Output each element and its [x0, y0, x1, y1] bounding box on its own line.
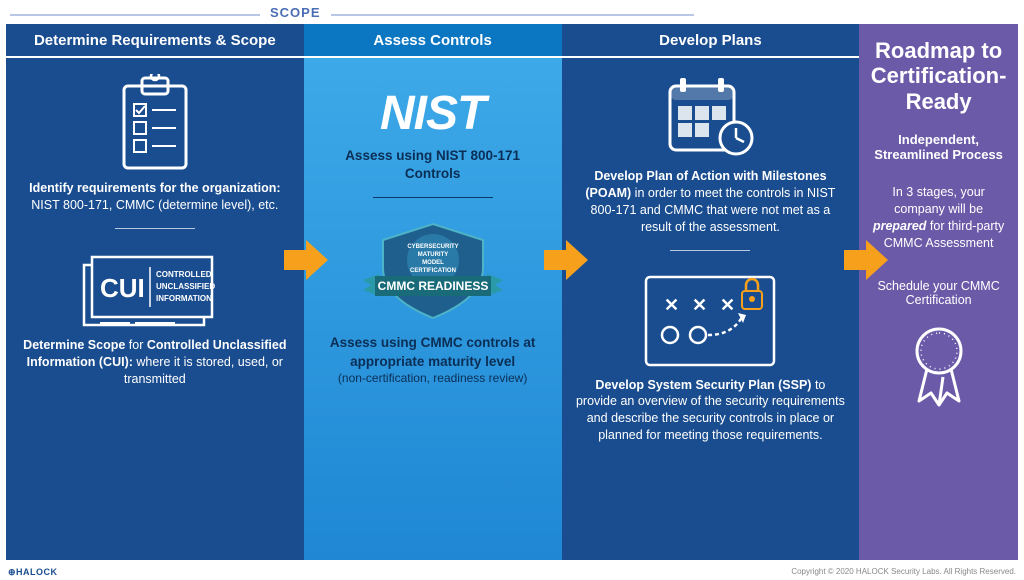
column-header: Determine Requirements & Scope — [6, 24, 304, 58]
award-ribbon-icon — [899, 321, 979, 411]
roadmap-title: Roadmap to Certification-Ready — [869, 38, 1008, 114]
ssp-text: Develop System Security Plan (SSP) to pr… — [576, 377, 846, 445]
arrow-icon — [284, 240, 328, 280]
column-header: Develop Plans — [562, 24, 860, 58]
svg-text:MODEL: MODEL — [422, 260, 444, 266]
column-body: Identify requirements for the organizati… — [6, 58, 304, 560]
roadmap-sub1: Independent, Streamlined Process — [869, 132, 1008, 162]
playbook-lock-icon: ✕ ✕ ✕ — [640, 271, 780, 371]
scope-bar: SCOPE — [10, 6, 1014, 22]
svg-text:UNCLASSIFIED: UNCLASSIFIED — [156, 282, 215, 291]
divider — [115, 228, 195, 229]
svg-text:CERTIFICATION: CERTIFICATION — [410, 268, 456, 274]
scope-line — [10, 14, 694, 16]
column-body: Develop Plan of Action with Milestones (… — [562, 58, 860, 560]
footer-brand: ⊕HALOCK — [8, 567, 58, 578]
footer: ⊕HALOCK Copyright © 2020 HALOCK Security… — [8, 567, 1016, 578]
cui-icon: CUI CONTROLLED UNCLASSIFIED INFORMATION — [80, 251, 230, 331]
column-assess: Assess Controls NIST Assess using NIST 8… — [304, 24, 562, 560]
column-body: NIST Assess using NIST 800-171 Controls … — [304, 58, 562, 560]
svg-text:MATURITY: MATURITY — [417, 252, 448, 258]
cmmc-badge-icon: CYBERSECURITY MATURITY MODEL CERTIFICATI… — [353, 218, 513, 328]
scope-text: Determine Scope for Controlled Unclassif… — [20, 337, 290, 388]
assess-cmmc-sub: (non-certification, readiness review) — [338, 371, 527, 385]
column-requirements: Determine Requirements & Scope Identify … — [6, 24, 304, 560]
clipboard-icon — [114, 74, 196, 174]
column-develop: Develop Plans Develop Plan of Action wit… — [562, 24, 860, 560]
scope-label: SCOPE — [260, 5, 331, 20]
roadmap-sub2: In 3 stages, your company will be prepar… — [869, 184, 1008, 252]
svg-text:✕: ✕ — [720, 295, 735, 315]
requirements-text: Identify requirements for the organizati… — [20, 180, 290, 214]
columns-container: Determine Requirements & Scope Identify … — [6, 24, 1018, 560]
roadmap-sub3: Schedule your CMMC Certification — [869, 279, 1008, 307]
svg-text:CYBERSECURITY: CYBERSECURITY — [407, 244, 458, 250]
nist-logo: NIST — [380, 86, 485, 141]
assess-nist-text: Assess using NIST 800-171 Controls — [318, 147, 548, 183]
column-header: Assess Controls — [304, 24, 562, 58]
svg-text:CUI: CUI — [100, 273, 145, 303]
divider — [670, 250, 750, 251]
column-roadmap: Roadmap to Certification-Ready Independe… — [859, 24, 1018, 560]
svg-text:INFORMATION: INFORMATION — [156, 294, 212, 303]
calendar-clock-icon — [660, 72, 760, 162]
svg-text:CMMC READINESS: CMMC READINESS — [377, 279, 488, 293]
arrow-icon — [544, 240, 588, 280]
svg-text:✕: ✕ — [692, 295, 707, 315]
arrow-icon — [844, 240, 888, 280]
divider — [373, 197, 493, 198]
column-body: Roadmap to Certification-Ready Independe… — [859, 24, 1018, 560]
poam-text: Develop Plan of Action with Milestones (… — [576, 168, 846, 236]
footer-copyright: Copyright © 2020 HALOCK Security Labs. A… — [791, 567, 1016, 578]
assess-cmmc-text: Assess using CMMC controls at appropriat… — [318, 334, 548, 370]
svg-text:CONTROLLED: CONTROLLED — [156, 270, 212, 279]
svg-text:✕: ✕ — [664, 295, 679, 315]
